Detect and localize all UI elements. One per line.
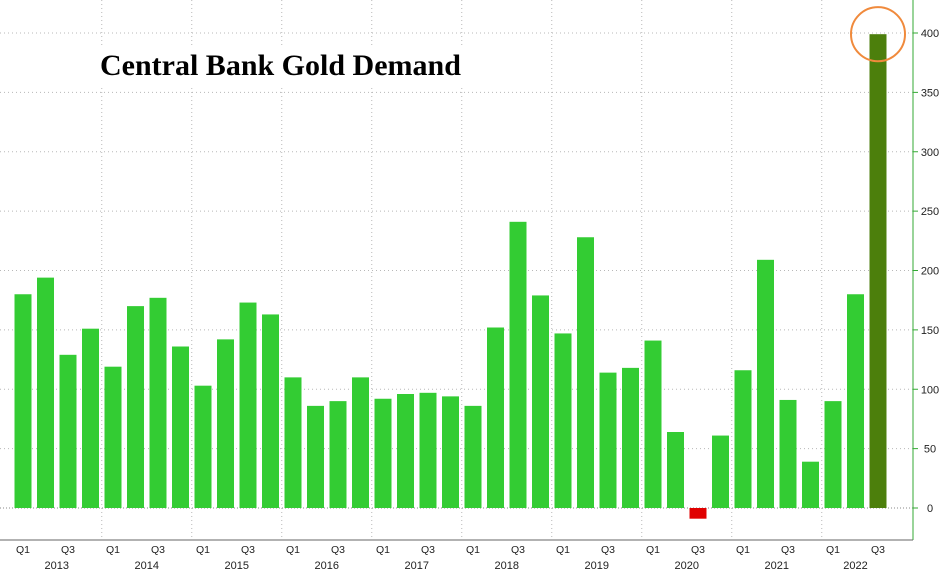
x-year-label: 2022 xyxy=(843,560,867,572)
chart-title: Central Bank Gold Demand xyxy=(98,46,467,86)
bar xyxy=(239,302,257,508)
y-tick-label: 0 xyxy=(927,503,933,515)
y-tick-label: 100 xyxy=(921,384,939,396)
x-year-label: 2018 xyxy=(495,560,519,572)
x-tick-label: Q1 xyxy=(556,544,570,556)
x-tick-label: Q1 xyxy=(196,544,210,556)
highlight-circle xyxy=(850,6,906,63)
bar xyxy=(374,398,392,508)
bar xyxy=(779,399,797,508)
bar xyxy=(397,394,414,508)
x-year-label: 2013 xyxy=(45,560,69,572)
bar xyxy=(599,372,617,508)
bar xyxy=(127,306,144,508)
bar xyxy=(509,221,527,508)
bar xyxy=(554,333,572,508)
y-tick-label: 150 xyxy=(921,325,939,337)
x-tick-label: Q1 xyxy=(646,544,660,556)
bar xyxy=(712,435,729,508)
bar xyxy=(869,34,887,508)
x-tick-label: Q3 xyxy=(331,544,345,556)
bar xyxy=(307,405,324,508)
bar xyxy=(262,314,279,508)
bar xyxy=(667,432,684,508)
bar xyxy=(284,377,302,508)
bar xyxy=(329,401,347,508)
bar xyxy=(644,340,662,508)
bar xyxy=(172,346,189,508)
x-tick-label: Q1 xyxy=(466,544,480,556)
bar xyxy=(464,405,482,508)
bar xyxy=(82,328,99,508)
bar xyxy=(442,396,459,508)
bar xyxy=(824,401,842,508)
x-tick-label: Q3 xyxy=(691,544,705,556)
x-year-label: 2015 xyxy=(225,560,249,572)
x-year-label: 2014 xyxy=(135,560,159,572)
bar xyxy=(487,327,504,508)
x-tick-label: Q1 xyxy=(286,544,300,556)
y-tick-label: 250 xyxy=(921,206,939,218)
bar xyxy=(194,385,212,508)
bar xyxy=(802,461,819,508)
bar xyxy=(577,237,594,508)
x-tick-label: Q3 xyxy=(601,544,615,556)
x-tick-label: Q1 xyxy=(826,544,840,556)
x-tick-label: Q1 xyxy=(106,544,120,556)
bar xyxy=(37,277,54,508)
bar xyxy=(622,367,639,508)
bar xyxy=(847,294,864,508)
x-tick-label: Q3 xyxy=(241,544,255,556)
x-tick-label: Q3 xyxy=(61,544,75,556)
x-year-label: 2017 xyxy=(405,560,429,572)
x-tick-label: Q3 xyxy=(871,544,885,556)
bar xyxy=(104,366,122,508)
x-tick-label: Q1 xyxy=(736,544,750,556)
x-year-label: 2019 xyxy=(585,560,609,572)
x-year-label: 2016 xyxy=(315,560,339,572)
x-year-label: 2020 xyxy=(675,560,699,572)
y-tick-label: 400 xyxy=(921,28,939,40)
bar xyxy=(217,339,234,508)
y-tick-label: 300 xyxy=(921,147,939,159)
bar xyxy=(149,297,167,508)
x-tick-label: Q3 xyxy=(511,544,525,556)
y-tick-label: 200 xyxy=(921,266,939,278)
x-tick-label: Q3 xyxy=(421,544,435,556)
bar xyxy=(352,377,369,508)
bar xyxy=(59,354,77,508)
x-tick-label: Q1 xyxy=(376,544,390,556)
bar xyxy=(532,295,549,508)
bar xyxy=(734,370,752,508)
x-tick-label: Q3 xyxy=(781,544,795,556)
y-tick-label: 50 xyxy=(924,444,936,456)
bar xyxy=(419,392,437,508)
x-tick-label: Q3 xyxy=(151,544,165,556)
bar xyxy=(689,508,707,519)
x-tick-label: Q1 xyxy=(16,544,30,556)
x-year-label: 2021 xyxy=(765,560,789,572)
bar xyxy=(757,259,774,508)
y-tick-label: 350 xyxy=(921,87,939,99)
bar xyxy=(14,294,32,508)
